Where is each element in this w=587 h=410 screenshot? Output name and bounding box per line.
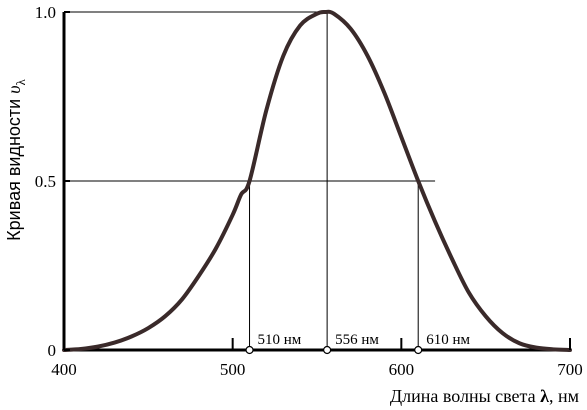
y-axis-title: Кривая видности υλ — [4, 79, 28, 241]
y-tick-label-2: 1.0 — [35, 3, 56, 22]
x-axis-title-text: Длина волны света — [390, 386, 540, 406]
marker-point-610 — [414, 345, 423, 355]
y-axis-symbol: υ — [4, 86, 24, 94]
curve-layer — [62, 9, 572, 352]
marker-label-556: 556 нм — [335, 332, 379, 348]
guide-lines — [64, 11, 436, 350]
y-axis-title-text: Кривая видности — [4, 94, 24, 241]
marker-label-510: 510 нм — [258, 332, 302, 348]
markers: 510 нм 556 нм 610 нм — [245, 332, 470, 355]
marker-point-510 — [245, 345, 254, 355]
y-axis-subscript: λ — [13, 79, 28, 86]
x-axis-title: Длина волны света λ, нм — [390, 386, 579, 406]
x-tick-label-500: 500 — [220, 360, 246, 379]
x-tick-label-700: 700 — [557, 360, 583, 379]
x-tick-label-600: 600 — [389, 360, 415, 379]
y-tick-label-0: 0 — [48, 341, 57, 360]
ticks — [63, 11, 571, 351]
marker-point-556 — [323, 345, 332, 355]
marker-label-610: 610 нм — [426, 332, 470, 348]
x-axis-unit: , нм — [549, 386, 579, 406]
x-axis-symbol: λ — [540, 386, 549, 406]
x-tick-label-400: 400 — [51, 360, 77, 379]
visibility-curve — [62, 9, 572, 352]
y-tick-label-1: 0.5 — [35, 172, 56, 191]
